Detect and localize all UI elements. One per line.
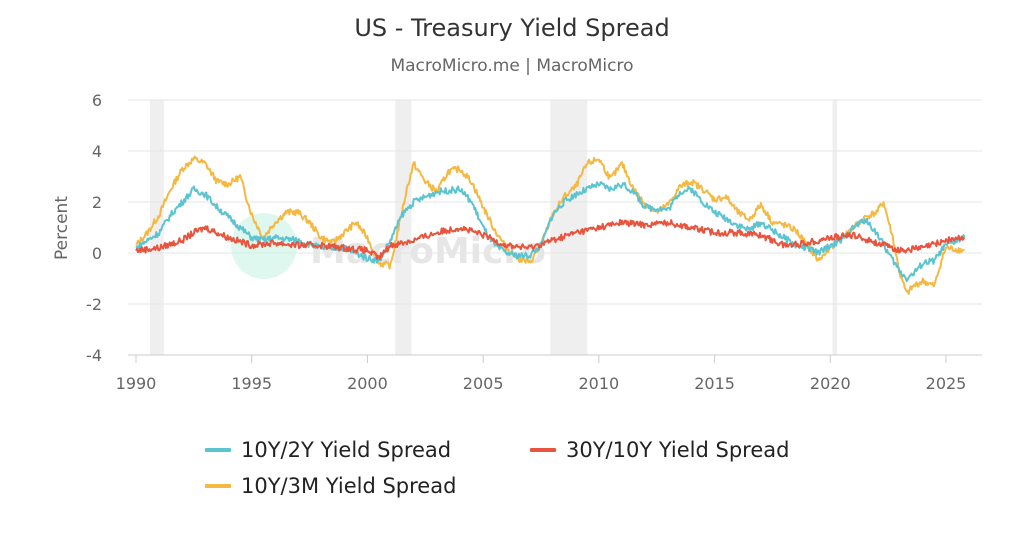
x-tick-label: 2025	[926, 374, 967, 393]
y-tick-label: 6	[92, 91, 102, 110]
recession-band	[832, 100, 838, 355]
y-tick-label: 0	[92, 244, 102, 263]
legend-item-30y10y[interactable]: 30Y/10Y Yield Spread	[530, 438, 789, 462]
series-line-10y-2y	[135, 181, 966, 283]
legend-label: 30Y/10Y Yield Spread	[566, 438, 790, 462]
chart-title: US - Treasury Yield Spread	[354, 14, 670, 42]
y-axis-label: Percent	[52, 196, 72, 260]
y-tick-label: -2	[86, 295, 102, 314]
legend-swatch	[205, 448, 231, 452]
legend-label: 10Y/3M Yield Spread	[241, 474, 457, 498]
legend-item-10y3m[interactable]: 10Y/3M Yield Spread	[205, 474, 456, 498]
x-tick-label: 1995	[231, 374, 272, 393]
legend-swatch	[530, 448, 556, 452]
legend-item-10y2y[interactable]: 10Y/2Y Yield Spread	[205, 438, 451, 462]
y-tick-label: 4	[92, 142, 102, 161]
x-tick-label: 1990	[116, 374, 157, 393]
recession-band	[550, 100, 588, 355]
recession-band	[395, 100, 412, 355]
x-tick-label: 2020	[810, 374, 851, 393]
x-tick-label: 2005	[463, 374, 504, 393]
legend-swatch	[205, 484, 231, 488]
y-tick-label: -4	[86, 346, 102, 365]
y-tick-label: 2	[92, 193, 102, 212]
chart-subtitle: MacroMicro.me | MacroMicro	[390, 56, 634, 76]
legend-label: 10Y/2Y Yield Spread	[241, 438, 452, 462]
recession-band	[149, 100, 164, 355]
x-tick-label: 2010	[578, 374, 619, 393]
x-tick-label: 2000	[347, 374, 388, 393]
series-line-30y-10y	[135, 219, 966, 261]
x-tick-label: 2015	[694, 374, 735, 393]
